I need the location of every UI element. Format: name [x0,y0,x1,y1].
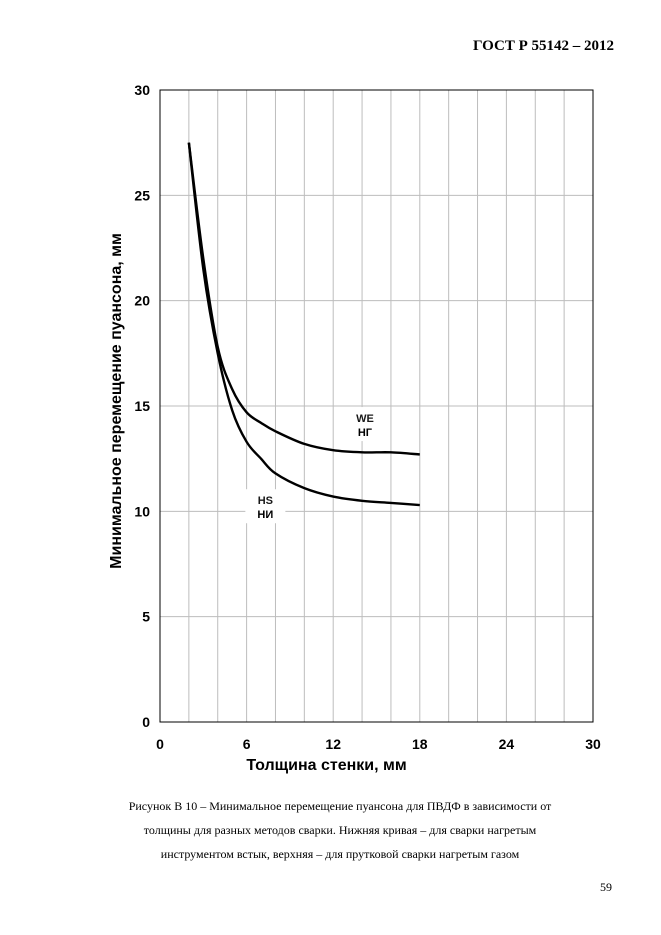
x-tick-label: 24 [499,736,515,752]
y-tick-label: 0 [142,714,150,730]
series-name-label: НГ [358,427,373,439]
series-code-label: HS [258,495,273,507]
series-name-label: НИ [257,509,273,521]
x-tick-label: 18 [412,736,428,752]
y-tick-label: 5 [142,609,150,625]
caption-line-2: толщины для разных методов сварки. Нижня… [143,823,537,837]
series-labels: WE НГ HS НИ [245,407,385,524]
x-axis-title: Толщина стенки, мм [246,757,406,774]
y-axis-title: Минимальное перемещение пуансона, мм [108,233,125,569]
page-number: 59 [600,880,612,894]
plot-frame [159,89,594,723]
series-code-label: WE [356,413,374,425]
y-tick-label: 30 [134,82,150,98]
series-line-1 [187,142,420,456]
series-label-background [344,407,385,442]
y-tick-label: 20 [134,293,150,309]
x-tick-label: 30 [585,736,601,752]
series-group [187,142,420,507]
line-chart: 0 5 10 15 20 25 30 0 6 12 18 24 30 WE НГ HS НИ Толщина… [108,82,601,774]
x-tick-label: 6 [243,736,251,752]
figure-caption: Рисунок В 10 – Минимальное перемещение п… [60,794,620,866]
y-axis-ticks: 0 5 10 15 20 25 30 [134,82,150,730]
caption-line-1: Рисунок В 10 – Минимальное перемещение п… [128,799,552,813]
x-axis-ticks: 0 6 12 18 24 30 [156,736,601,752]
y-tick-label: 15 [134,398,150,414]
series-line-2 [187,142,420,507]
document-header: ГОСТ Р 55142 – 2012 [472,38,614,54]
series-label-background [245,489,286,524]
x-tick-label: 12 [325,736,341,752]
chart-grid [159,89,594,723]
x-tick-label: 0 [156,736,164,752]
caption-line-3: инструментом встык, верхняя – для прутко… [160,847,520,861]
y-tick-label: 10 [134,503,150,519]
y-tick-label: 25 [134,187,150,203]
